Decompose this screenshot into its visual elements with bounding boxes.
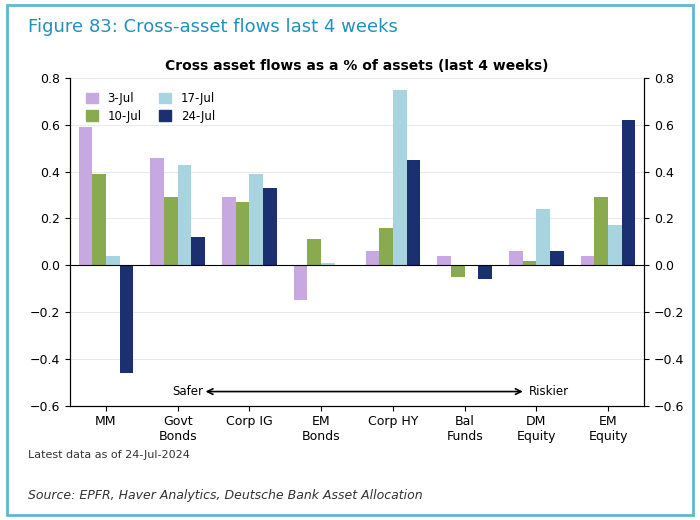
Bar [164,197,178,265]
Bar [106,256,120,265]
Bar [120,265,133,373]
Bar [393,89,407,265]
Bar [550,251,564,265]
Bar [622,120,636,265]
Bar [608,225,622,265]
Bar [594,197,608,265]
Text: Safer: Safer [172,385,203,398]
Bar [365,251,379,265]
Bar [222,197,236,265]
Bar [150,158,164,265]
Bar [249,174,263,265]
Legend: 3-Jul, 10-Jul, 17-Jul, 24-Jul: 3-Jul, 10-Jul, 17-Jul, 24-Jul [82,87,220,127]
Bar [191,237,205,265]
Bar [178,164,191,265]
Bar [438,256,451,265]
Bar [509,251,523,265]
Bar [236,202,249,265]
Title: Cross asset flows as a % of assets (last 4 weeks): Cross asset flows as a % of assets (last… [165,59,549,73]
Text: Latest data as of 24-Jul-2024: Latest data as of 24-Jul-2024 [28,450,190,460]
Bar [581,256,594,265]
Bar [78,127,92,265]
Text: Figure 83: Cross-asset flows last 4 weeks: Figure 83: Cross-asset flows last 4 week… [28,18,398,36]
Bar [307,239,321,265]
Bar [379,228,393,265]
Bar [321,263,335,265]
Bar [451,265,465,277]
Bar [263,188,276,265]
Bar [407,160,420,265]
Text: Riskier: Riskier [529,385,569,398]
Bar [92,174,106,265]
Bar [294,265,307,300]
Bar [478,265,492,279]
Text: Source: EPFR, Haver Analytics, Deutsche Bank Asset Allocation: Source: EPFR, Haver Analytics, Deutsche … [28,489,423,502]
Bar [536,209,550,265]
Bar [523,261,536,265]
